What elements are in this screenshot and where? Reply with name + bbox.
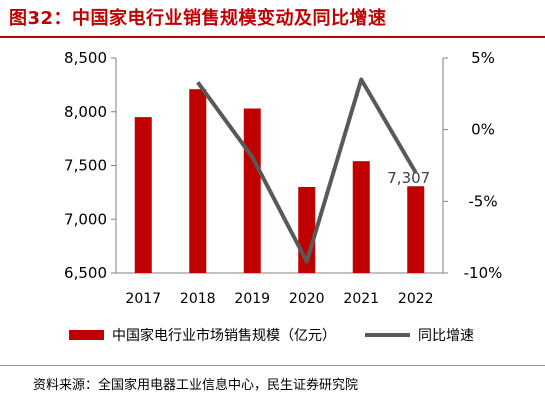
left-axis-tick-label: 8,500 [64, 49, 107, 67]
bar-data-label: 7,307 [387, 169, 430, 187]
bar [243, 108, 261, 274]
right-axis-tick-label: -5% [468, 192, 497, 210]
bar [407, 186, 425, 273]
figure-title: 图32：中国家电行业销售规模变动及同比增速 [9, 8, 387, 29]
left-axis-tick-label: 7,500 [64, 157, 107, 175]
right-axis-tick-label: 0% [471, 121, 495, 139]
left-axis-tick-label: 6,500 [64, 264, 107, 282]
x-axis-tick-label: 2017 [125, 291, 161, 307]
axes: 6,500 7,000 7,500 8,000 8,500 5% 0% -5% -10% 2017… [64, 49, 502, 307]
source-divider [0, 365, 545, 366]
right-axis-tick-label: -10% [464, 264, 503, 282]
growth-line-series [196, 77, 418, 264]
bar [134, 117, 152, 273]
right-axis-tick-label: 5% [471, 49, 495, 67]
bar [352, 161, 370, 273]
title-divider [0, 36, 545, 38]
left-axis-tick-label: 8,000 [64, 103, 107, 121]
x-axis-tick-label: 2020 [289, 291, 325, 307]
legend-line-label: 同比增速 [418, 328, 474, 344]
data-labels: 7,307 [387, 169, 430, 187]
source-note: 资料来源：全国家用电器工业信息中心，民生证券研究院 [33, 378, 359, 393]
legend-bar-label: 中国家电行业市场销售规模（亿元） [112, 327, 336, 344]
x-axis-tick-label: 2018 [180, 291, 216, 307]
x-axis-tick-label: 2019 [234, 291, 270, 307]
left-axis-tick-label: 7,000 [64, 210, 107, 228]
bar [189, 89, 207, 273]
x-axis-tick-label: 2022 [398, 291, 434, 307]
legend: 中国家电行业市场销售规模（亿元） 同比增速 [69, 327, 474, 344]
legend-bar-swatch [69, 330, 104, 340]
x-axis-tick-label: 2021 [343, 291, 379, 307]
